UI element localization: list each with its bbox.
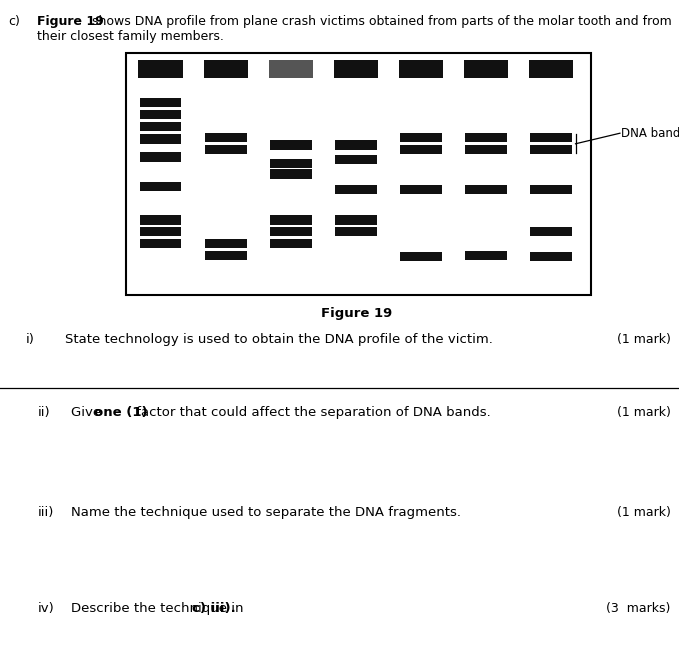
Text: Figure 19: Figure 19 <box>321 307 392 320</box>
Bar <box>530 133 572 143</box>
Text: (3  marks): (3 marks) <box>606 602 671 615</box>
Bar <box>529 60 573 78</box>
Bar <box>530 227 572 236</box>
Text: State technology is used to obtain the DNA profile of the victim.: State technology is used to obtain the D… <box>65 333 492 347</box>
Bar <box>204 251 246 260</box>
Bar <box>204 60 248 78</box>
Bar <box>140 215 181 225</box>
Text: iv): iv) <box>37 602 54 615</box>
Bar <box>270 158 312 168</box>
Bar <box>270 239 312 248</box>
Text: shows DNA profile from plane crash victims obtained from parts of the molar toot: shows DNA profile from plane crash victi… <box>88 15 672 29</box>
Bar <box>400 252 442 261</box>
Text: one (1): one (1) <box>94 406 147 419</box>
Bar <box>335 215 377 225</box>
Bar <box>204 133 246 143</box>
Bar <box>400 185 442 194</box>
Bar <box>335 155 377 164</box>
Text: c): c) <box>8 15 20 29</box>
Bar <box>464 60 508 78</box>
Bar <box>400 145 442 154</box>
Bar <box>465 185 507 194</box>
Bar <box>530 145 572 154</box>
Bar <box>269 60 313 78</box>
Bar <box>270 141 312 150</box>
Bar <box>204 145 246 154</box>
Text: (1 mark): (1 mark) <box>617 406 671 419</box>
Bar <box>335 141 377 150</box>
Bar <box>140 239 181 248</box>
Bar <box>335 185 377 194</box>
Bar <box>140 227 181 236</box>
Bar <box>270 170 312 178</box>
Bar <box>140 152 181 162</box>
Text: (1 mark): (1 mark) <box>617 333 671 347</box>
Bar <box>126 53 591 295</box>
Bar <box>139 60 183 78</box>
Text: Name the technique used to separate the DNA fragments.: Name the technique used to separate the … <box>71 506 461 519</box>
Text: c) iii).: c) iii). <box>192 602 236 615</box>
Bar <box>465 145 507 154</box>
Bar <box>530 252 572 261</box>
Bar <box>270 215 312 225</box>
Bar <box>204 239 246 248</box>
Bar <box>140 135 181 144</box>
Text: i): i) <box>26 333 35 347</box>
Bar <box>400 133 442 143</box>
Bar <box>465 133 507 143</box>
Bar <box>399 60 443 78</box>
Bar <box>140 110 181 119</box>
Text: their closest family members.: their closest family members. <box>37 30 224 44</box>
Text: Give: Give <box>71 406 106 419</box>
Bar <box>334 60 378 78</box>
Text: ii): ii) <box>37 406 50 419</box>
Text: Describe the technique in: Describe the technique in <box>71 602 248 615</box>
Bar <box>140 182 181 191</box>
Text: (1 mark): (1 mark) <box>617 506 671 519</box>
Bar <box>140 98 181 107</box>
Bar <box>270 227 312 236</box>
Text: iii): iii) <box>37 506 54 519</box>
Text: factor that could affect the separation of DNA bands.: factor that could affect the separation … <box>132 406 490 419</box>
Bar <box>465 251 507 260</box>
Bar <box>335 227 377 236</box>
Bar <box>140 122 181 131</box>
Text: Figure 19: Figure 19 <box>37 15 104 29</box>
Bar <box>530 185 572 194</box>
Text: DNA bands: DNA bands <box>621 127 679 140</box>
